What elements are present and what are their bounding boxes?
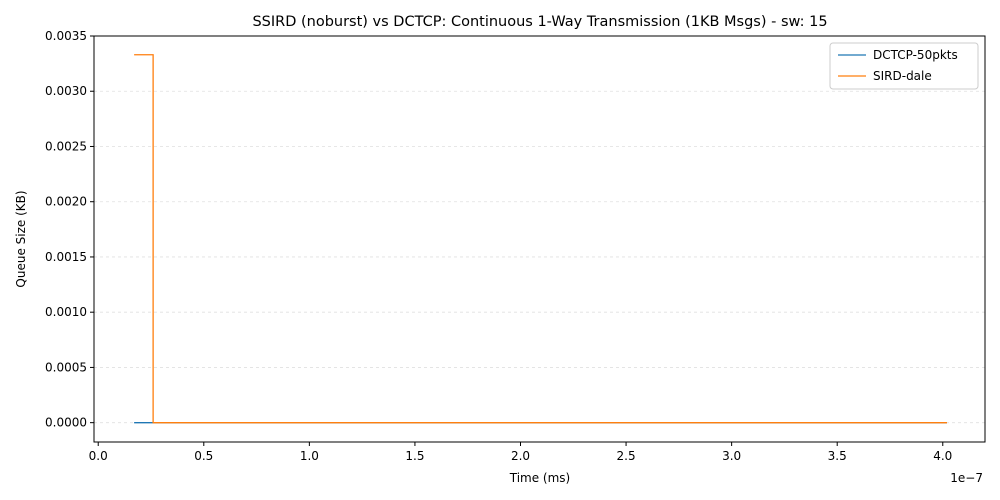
x-tick-label: 4.0 — [933, 449, 952, 463]
x-tick-label: 1.0 — [300, 449, 319, 463]
x-tick-label: 0.5 — [194, 449, 213, 463]
y-tick-label: 0.0025 — [45, 139, 87, 153]
legend-label: DCTCP-50pkts — [873, 48, 958, 62]
plot-lines — [134, 54, 947, 424]
x-axis-offset-label: 1e−7 — [950, 471, 983, 485]
x-axis-label: Time (ms) — [509, 471, 571, 485]
plot-frame — [93, 35, 986, 443]
series-line-1 — [134, 54, 947, 424]
x-tick-label: 2.0 — [511, 449, 530, 463]
y-tick-label: 0.0030 — [45, 84, 87, 98]
x-tick-label: 1.5 — [405, 449, 424, 463]
y-tick-label: 0.0035 — [45, 29, 87, 43]
y-tick-label: 0.0015 — [45, 250, 87, 264]
y-tick-label: 0.0000 — [45, 416, 87, 430]
x-tick-label: 2.5 — [617, 449, 636, 463]
legend-label: SIRD-dale — [873, 69, 932, 83]
x-axis: 0.0 0.5 1.0 1.5 2.0 2.5 3.0 3.5 4.0 — [89, 442, 952, 463]
y-tick-label: 0.0005 — [45, 360, 87, 374]
x-tick-label: 0.0 — [89, 449, 108, 463]
y-axis: 0.0000 0.0005 0.0010 0.0015 0.0020 0.0025 0.00… — [45, 29, 94, 430]
x-tick-label: 3.0 — [722, 449, 741, 463]
y-tick-label: 0.0020 — [45, 195, 87, 209]
y-axis-label: Queue Size (KB) — [14, 190, 28, 287]
x-tick-label: 3.5 — [828, 449, 847, 463]
legend: DCTCP-50pkts SIRD-dale — [829, 42, 979, 90]
chart-title: SSIRD (noburst) vs DCTCP: Continuous 1-W… — [252, 14, 827, 30]
legend-box — [829, 42, 979, 90]
y-tick-label: 0.0010 — [45, 305, 87, 319]
